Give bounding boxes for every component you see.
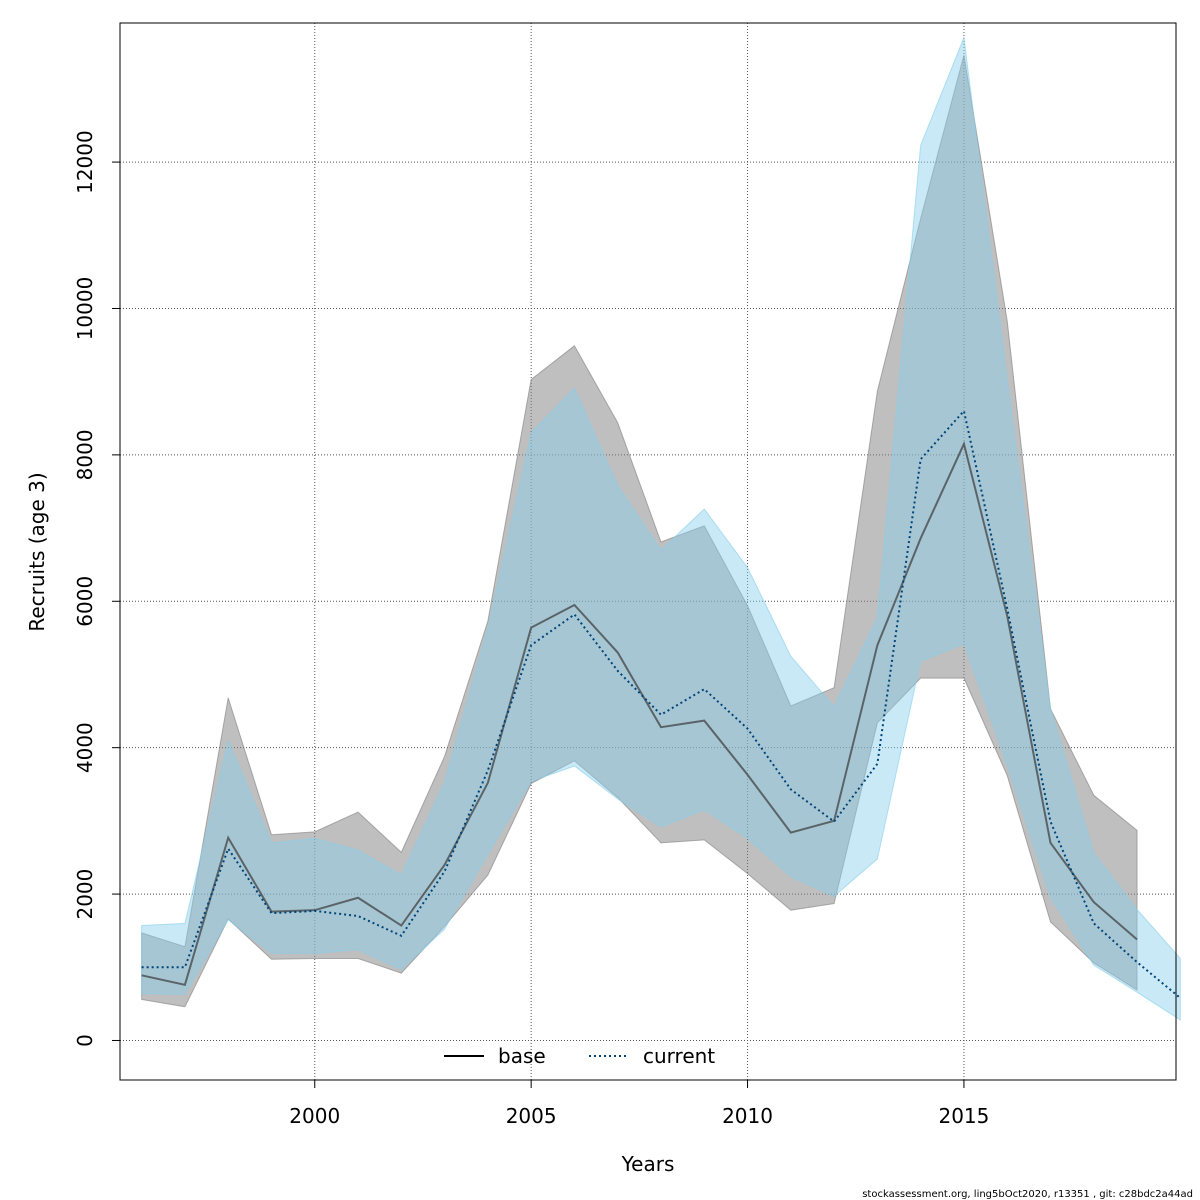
axes: 2000 2005 2010 2015 0 2000 4000 6000 8000 10000 12… — [73, 130, 989, 1128]
line-base — [141, 440, 1138, 987]
legend: base current — [444, 1044, 715, 1068]
y-tick-label: 4000 — [73, 722, 97, 773]
confidence-bands — [141, 35, 1181, 1021]
band-current — [141, 35, 1181, 1021]
y-tick-label: 6000 — [73, 576, 97, 627]
x-tick-label: 2015 — [938, 1104, 989, 1128]
line-current — [141, 408, 1181, 999]
band-base — [141, 55, 1138, 1008]
series-lines — [141, 408, 1181, 999]
plot-frame — [119, 22, 1177, 1081]
y-tick-label: 2000 — [73, 869, 97, 920]
footer-note: stockassessment.org, ling5bOct2020, r133… — [862, 1189, 1193, 1200]
y-tick-label: 0 — [73, 1034, 97, 1047]
legend-label-current: current — [643, 1044, 715, 1068]
y-tick-label: 12000 — [73, 130, 97, 194]
x-axis-title: Years — [621, 1152, 675, 1176]
y-tick-label: 8000 — [73, 429, 97, 480]
x-tick-label: 2000 — [289, 1104, 340, 1128]
x-tick-label: 2010 — [722, 1104, 773, 1128]
legend-label-base: base — [498, 1044, 546, 1068]
y-axis-title: Recruits (age 3) — [25, 472, 49, 631]
x-tick-label: 2005 — [506, 1104, 557, 1128]
y-tick-label: 10000 — [73, 277, 97, 341]
